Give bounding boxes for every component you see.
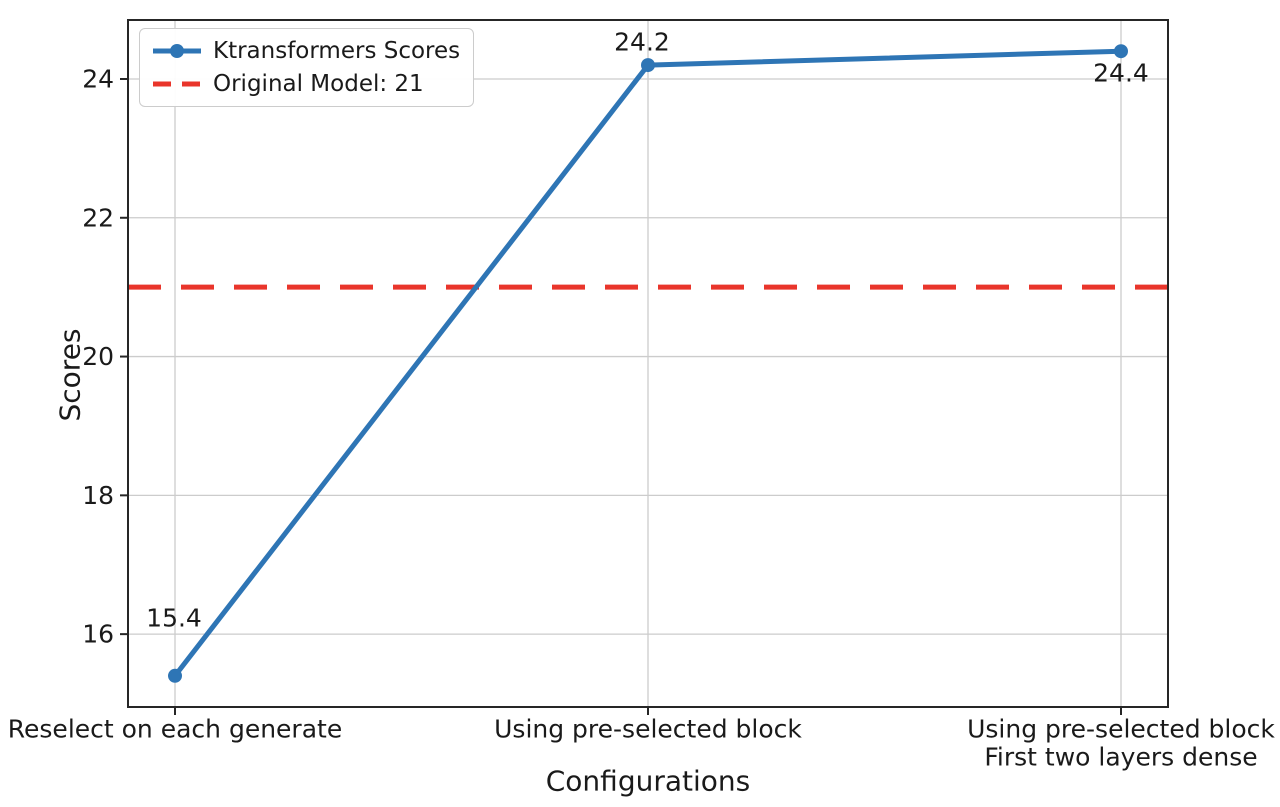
legend-label-series: Ktransformers Scores xyxy=(213,38,461,64)
y-tick-label: 24 xyxy=(82,64,114,93)
legend-item-original-model: Original Model: 21 xyxy=(152,70,460,98)
y-tick-label: 18 xyxy=(82,481,114,510)
x-tick-label: Using pre-selected block xyxy=(494,715,802,744)
legend-marker-dot-icon xyxy=(170,44,184,58)
point-value-label: 24.2 xyxy=(614,28,670,57)
x-tick-label: Using pre-selected block xyxy=(967,715,1275,744)
y-tick-label: 16 xyxy=(82,620,114,649)
legend-item-ktransformers-scores: Ktransformers Scores xyxy=(152,37,460,65)
x-axis-label: Configurations xyxy=(546,765,750,798)
legend-label-reference: Original Model: 21 xyxy=(213,71,424,97)
x-tick-label: Reselect on each generate xyxy=(8,715,342,744)
data-point-marker xyxy=(1113,44,1128,59)
data-point-marker xyxy=(168,668,183,683)
point-value-label: 24.4 xyxy=(1093,59,1149,88)
y-axis-label: Scores xyxy=(54,328,87,421)
y-tick-label: 20 xyxy=(82,342,114,371)
x-tick-label: First two layers dense xyxy=(984,743,1257,772)
legend: Ktransformers Scores Original Model: 21 xyxy=(139,28,475,107)
y-tick-label: 22 xyxy=(82,203,114,232)
grid xyxy=(128,20,1168,707)
legend-line-marker-sample xyxy=(153,44,201,58)
data-point-marker xyxy=(641,58,655,73)
point-value-label: 15.4 xyxy=(146,603,202,632)
legend-dashed-line-sample xyxy=(153,81,201,87)
